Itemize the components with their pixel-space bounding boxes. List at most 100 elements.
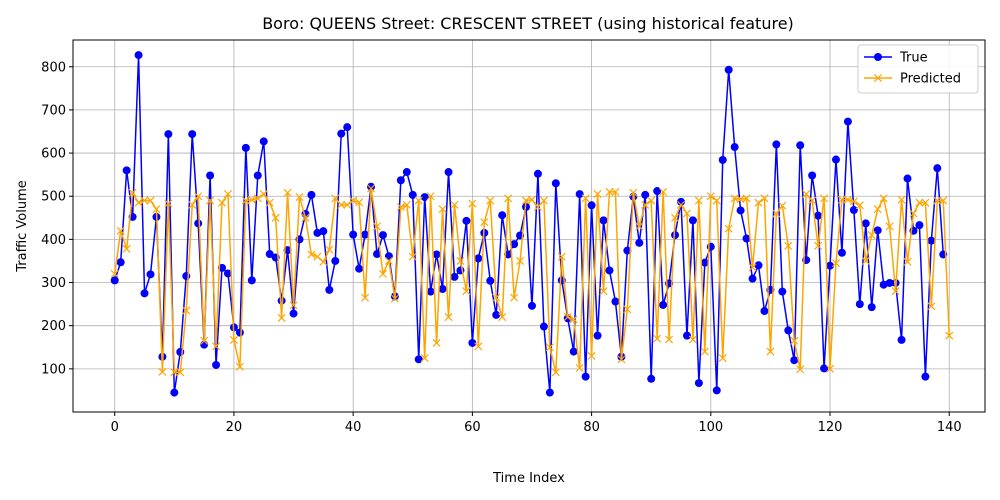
data-point: [253, 171, 262, 180]
data-point: [599, 216, 608, 225]
plot-frame: [72, 39, 986, 413]
x-tick-label: 20: [226, 420, 243, 435]
data-point: [802, 190, 811, 199]
data-point: [426, 287, 435, 296]
data-point: [212, 360, 221, 369]
data-point: [796, 365, 805, 374]
data-point: [235, 362, 244, 371]
data-point: [784, 326, 793, 335]
data-point: [718, 155, 727, 164]
data-point: [426, 192, 435, 201]
legend-marker: [874, 53, 882, 61]
data-point: [355, 264, 364, 273]
data-point: [402, 168, 411, 177]
data-point: [444, 313, 453, 322]
x-tick-label: 60: [464, 420, 481, 435]
data-point: [915, 198, 924, 207]
data-point: [837, 195, 846, 204]
data-point: [331, 194, 340, 203]
data-point: [849, 206, 858, 215]
x-tick-label: 140: [937, 420, 962, 435]
data-point: [432, 250, 441, 259]
y-tick-label: 600: [41, 147, 66, 162]
data-point: [373, 250, 381, 259]
data-point: [527, 301, 536, 310]
data-point: [277, 313, 286, 322]
data-point: [820, 194, 829, 203]
data-point: [778, 201, 787, 210]
data-point: [659, 187, 668, 196]
data-point: [712, 386, 721, 395]
data-point: [498, 211, 507, 220]
data-point: [861, 219, 870, 228]
data-point: [176, 368, 185, 377]
data-point: [539, 322, 548, 331]
data-point: [826, 261, 835, 270]
legend-label: Predicted: [900, 72, 961, 87]
data-point: [945, 331, 954, 340]
data-point: [492, 293, 501, 302]
data-point: [217, 198, 227, 207]
data-point: [671, 213, 680, 222]
axes: 0 20 40 60 80 100 120 140 100 200 300 400 500 600 700 8…: [41, 60, 961, 435]
data-point: [885, 222, 894, 231]
data-point: [361, 293, 370, 302]
data-point: [462, 216, 471, 225]
data-point: [152, 205, 161, 214]
data-point: [700, 347, 709, 356]
data-point: [438, 205, 447, 214]
data-point: [736, 206, 745, 215]
data-point: [611, 297, 620, 306]
data-point: [372, 222, 382, 231]
data-point: [873, 226, 882, 235]
data-point: [861, 256, 870, 265]
data-point: [933, 164, 942, 173]
x-tick-label: 120: [818, 420, 843, 435]
data-point: [307, 190, 316, 199]
y-tick-label: 100: [41, 362, 66, 377]
data-point: [468, 338, 477, 347]
data-point: [837, 248, 846, 257]
data-point: [682, 209, 691, 218]
data-point: [772, 140, 781, 149]
data-point: [170, 388, 179, 397]
data-point: [539, 196, 548, 205]
data-point: [247, 195, 256, 204]
data-point: [277, 296, 286, 305]
legend-marker: [873, 73, 883, 83]
data-point: [748, 274, 757, 283]
data-point: [742, 234, 751, 243]
data-point: [796, 141, 805, 150]
data-point: [730, 143, 739, 152]
data-point: [641, 190, 650, 199]
data-point: [337, 200, 346, 209]
x-tick-label: 40: [345, 420, 362, 435]
y-axis-title: Traffic Volume: [15, 180, 30, 273]
y-tick-label: 700: [41, 103, 66, 118]
data-point: [873, 205, 882, 214]
data-point: [247, 276, 256, 285]
data-point: [754, 261, 763, 270]
data-point: [855, 300, 864, 309]
data-point: [587, 351, 596, 360]
data-point: [140, 289, 149, 298]
data-point: [384, 256, 393, 265]
data-point: [808, 171, 817, 180]
data-point: [563, 313, 572, 322]
data-point: [408, 252, 417, 261]
data-point: [492, 310, 501, 319]
data-point: [551, 368, 560, 377]
y-tick-label: 500: [41, 190, 66, 205]
x-tick-label: 80: [583, 420, 600, 435]
data-point: [504, 194, 513, 203]
data-point: [790, 356, 799, 365]
data-point: [253, 194, 262, 203]
data-point: [170, 368, 179, 377]
data-point: [825, 364, 835, 373]
data-point: [414, 196, 423, 205]
data-point: [456, 256, 465, 265]
data-point: [378, 231, 387, 240]
data-point: [790, 336, 799, 345]
data-point: [605, 187, 614, 196]
data-point: [134, 51, 143, 60]
